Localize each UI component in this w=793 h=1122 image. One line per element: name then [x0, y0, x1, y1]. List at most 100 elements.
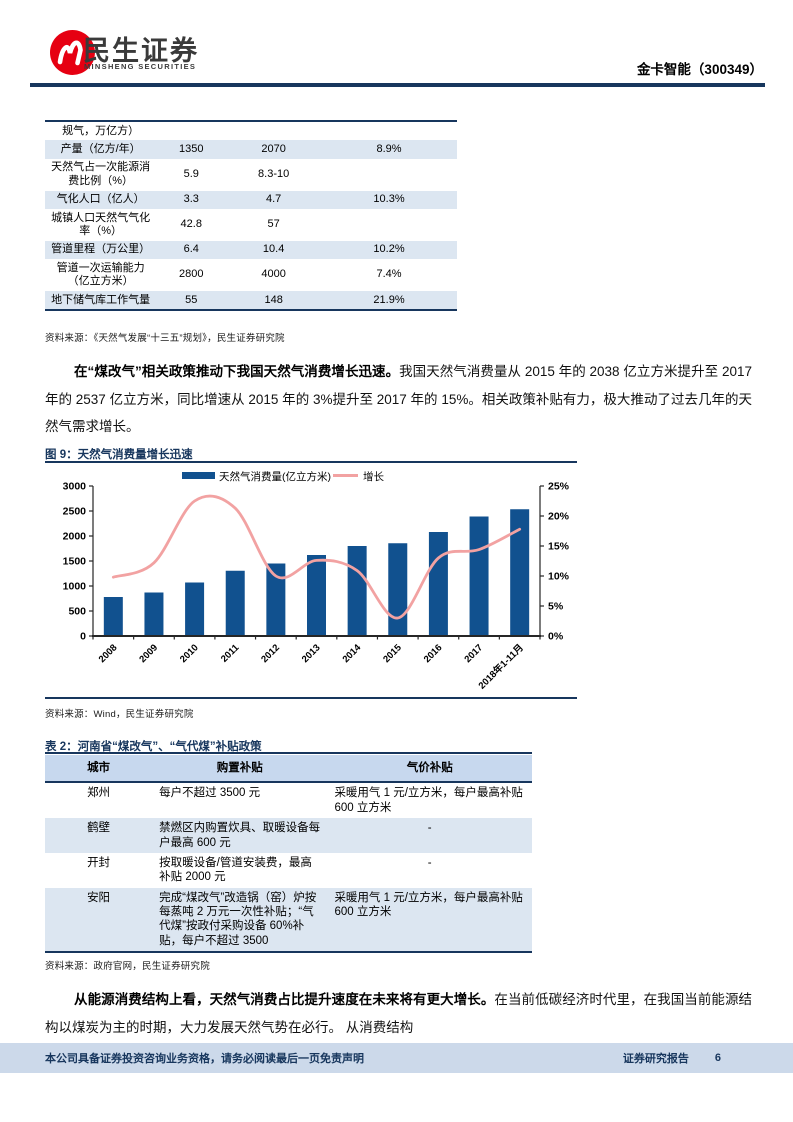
table-cell: 完成“煤改气”改造锅（窑）炉按每蒸吨 2 万元一次性补贴；“气代煤”按政付采购设…	[159, 891, 317, 947]
x-axis-label: 2017	[462, 642, 485, 665]
bar-2017	[469, 516, 489, 636]
growth-line	[111, 494, 522, 620]
table2-top-rule	[45, 752, 532, 755]
table-cell: 3.3	[183, 193, 199, 206]
x-axis-label: 2010	[178, 642, 201, 665]
table-cell: 8.9%	[376, 142, 402, 155]
table-cell: 采暖用气 1 元/立方米，每户最高补贴 600 立方米	[334, 787, 523, 814]
table-cell	[156, 121, 226, 140]
table-cell: 10.3%	[373, 193, 405, 206]
paragraph-body: 在当前低碳经济时代里，在我国当前能源结构以煤炭为主的时期，大力发展天然气势在必行…	[45, 992, 753, 1035]
column-header: 购置补贴	[152, 755, 328, 784]
table-row: 产量（亿方/年） 1350 2070 8.9%	[45, 140, 457, 159]
table-cell: 2070	[261, 142, 286, 155]
table-cell: 开封	[87, 856, 111, 869]
table-cell: 气化人口（亿人）	[56, 193, 145, 206]
legend-bar-label: 天然气消费量(亿立方米)	[219, 470, 331, 483]
table-cell: 21.9%	[373, 293, 405, 306]
table-cell: 148	[264, 293, 283, 306]
header-rule	[30, 83, 765, 87]
table-row: 天然气占一次能源消费比例（%） 5.9 8.3-10	[45, 159, 457, 191]
left-axis-label: 2000	[63, 531, 87, 543]
paragraph-lead: 从能源消费结构上看，天然气消费占比提升速度在未来将有更大增长。	[74, 992, 495, 1007]
gas-plan-table: 规气，万亿方） 产量（亿方/年） 1350 2070 8.9% 天然气占一次能源消费比例（…	[45, 120, 457, 312]
table-cell: 1350	[179, 142, 204, 155]
table1-source: 资料来源：《天然气发展“十三五”规划》，民生证券研究院	[45, 333, 285, 344]
left-axis-label: 0	[80, 631, 86, 643]
left-axis-label: 3000	[63, 481, 87, 493]
bar-2013	[307, 555, 326, 636]
legend-bar-swatch	[182, 472, 215, 479]
table-cell: 10.2%	[373, 243, 405, 256]
left-axis-label: 2500	[63, 506, 87, 518]
table-cell: 管道里程（万公里）	[51, 243, 151, 256]
page-footer: 本公司具备证券投资咨询业务资格，请务必阅读最后一页免责声明 证券研究报告 6	[0, 1043, 793, 1073]
table-cell: 6.4	[183, 243, 199, 256]
table-cell	[321, 209, 457, 241]
table-cell: 57	[267, 218, 280, 231]
paragraph-lead: 在“煤改气”相关政策推动下我国天然气消费增长迅速。	[74, 364, 400, 379]
page-number: 6	[714, 1052, 721, 1064]
table-cell: 4.7	[265, 193, 282, 206]
table-row: 安阳 完成“煤改气”改造锅（窑）炉按每蒸吨 2 万元一次性补贴；“气代煤”按政付采…	[45, 887, 532, 953]
table2-source: 资料来源：政府官网，民生证券研究院	[45, 961, 210, 972]
right-axis-label: 15%	[548, 541, 570, 553]
table-cell: 采暖用气 1 元/立方米，每户最高补贴 600 立方米	[334, 891, 523, 918]
subsidy-policy-table: 城市 购置补贴 气价补贴 郑州 每户不超过 3500 元采暖用气 1 元/立方米，每户最…	[45, 755, 532, 954]
figure9-bottom-rule	[45, 697, 577, 700]
table-row: 城镇人口天然气气化率（%） 42.8 57	[45, 209, 457, 241]
paragraph-energy-structure: 从能源消费结构上看，天然气消费占比提升速度在未来将有更大增长。在当前低碳经济时代…	[45, 986, 752, 1041]
paragraph-coal-to-gas: 在“煤改气”相关政策推动下我国天然气消费增长迅速。我国天然气消费量从 2015 …	[45, 358, 752, 441]
table-cell: 按取暖设备/管道安装费，最高补贴 2000 元	[159, 856, 312, 884]
table-cell: 天然气占一次能源消费比例（%）	[51, 161, 151, 187]
footer-report-type: 证券研究报告	[622, 1053, 689, 1065]
bar-2010	[185, 582, 205, 636]
table-cell: 7.4%	[376, 268, 402, 281]
table-cell	[226, 121, 321, 140]
table-row: 地下储气库工作气量 55 148 21.9%	[45, 291, 457, 311]
table-cell: 42.8	[180, 218, 202, 231]
table-row: 开封 按取暖设备/管道安装费，最高补贴 2000 元 -	[45, 853, 532, 888]
right-axis-label: 10%	[548, 571, 570, 583]
table-cell: 郑州	[87, 787, 111, 800]
table-cell: 4000	[261, 268, 286, 281]
table-cell: 2800	[179, 268, 204, 281]
table-cell: -	[427, 856, 432, 869]
table-cell: 8.3-10	[258, 168, 290, 181]
bar-2014	[347, 546, 367, 636]
legend-line-label: 增长	[363, 470, 384, 483]
x-axis-label: 2013	[300, 642, 323, 665]
bar-2008	[103, 597, 123, 636]
table-row: 鹤壁 禁燃区内购置炊具、取暖设备每户最高 600 元 -	[45, 818, 532, 853]
table-row: 规气，万亿方）	[45, 121, 457, 140]
minsheng-logo-icon	[50, 30, 95, 75]
column-header: 气价补贴	[327, 755, 532, 784]
table-row: 气化人口（亿人） 3.3 4.7 10.3%	[45, 190, 457, 210]
x-axis-label: 2011	[219, 642, 242, 665]
bar-2009	[144, 592, 164, 636]
table-row: 管道一次运输能力（亿立方米） 2800 4000 7.4%	[45, 259, 457, 291]
x-axis-label: 2016	[422, 642, 445, 665]
right-axis-label: 5%	[548, 601, 564, 613]
bar-2015	[388, 543, 408, 636]
table-cell: 地下储气库工作气量	[51, 293, 151, 306]
table-cell	[321, 159, 457, 191]
x-axis-label: 2015	[381, 642, 404, 665]
table-cell: 鹤壁	[87, 822, 111, 835]
table-cell: 规气，万亿方）	[62, 124, 140, 137]
table-cell: 55	[185, 293, 198, 306]
table-cell: 管道一次运输能力（亿立方米）	[56, 261, 145, 288]
bar-2012	[266, 563, 286, 636]
bar-2018年1-11月	[510, 509, 530, 636]
table-row: 管道里程（万公里） 6.4 10.4 10.2%	[45, 240, 457, 260]
left-axis-label: 500	[68, 606, 86, 618]
table-row: 郑州 每户不超过 3500 元 采暖用气 1 元/立方米，每户最高补贴 600 立方…	[45, 782, 532, 818]
right-axis-label: 0%	[548, 631, 564, 643]
x-axis-label: 2012	[259, 642, 282, 665]
table-cell: 城镇人口天然气气化率（%）	[51, 211, 151, 237]
footer-disclaimer: 本公司具备证券投资咨询业务资格，请务必阅读最后一页免责声明	[45, 1053, 364, 1065]
left-axis-label: 1000	[63, 581, 87, 593]
report-title: 金卡智能（300349）	[636, 62, 763, 77]
x-axis-label: 2009	[137, 642, 160, 665]
